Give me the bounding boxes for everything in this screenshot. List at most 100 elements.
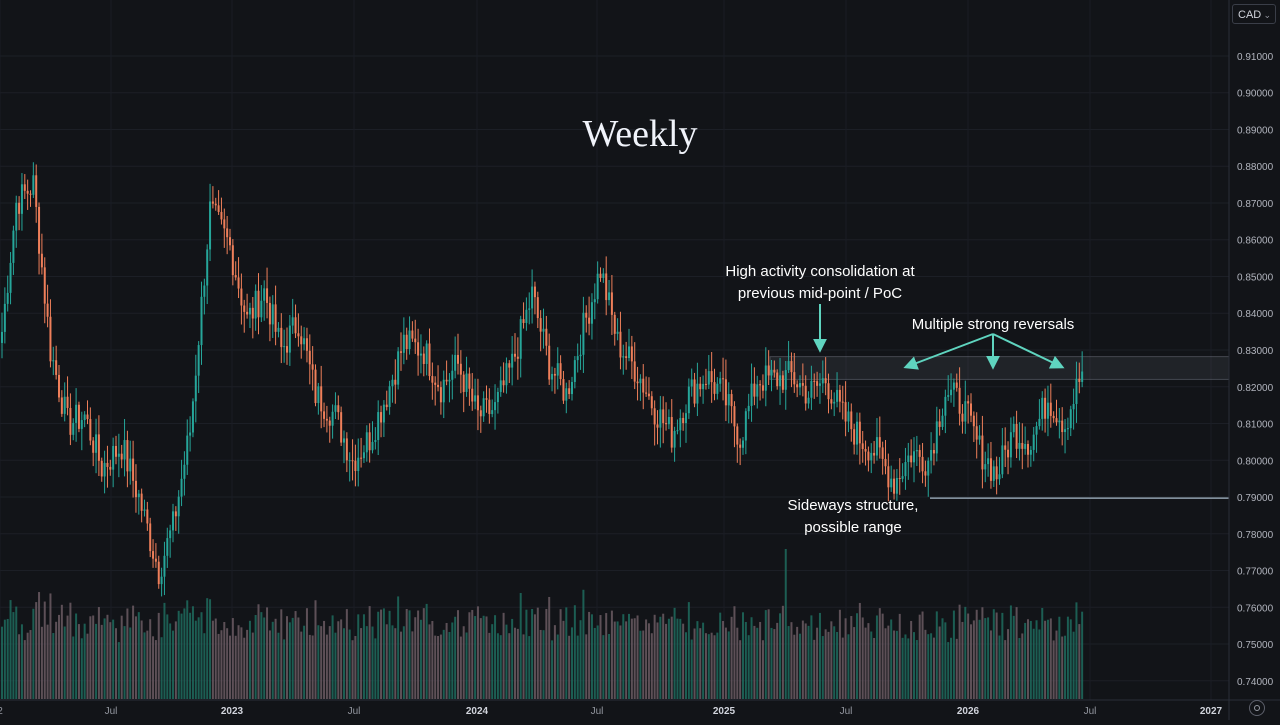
- volume-bar: [146, 630, 149, 699]
- volume-bar: [123, 626, 126, 699]
- volume-bar: [559, 609, 562, 699]
- candle: [291, 298, 294, 334]
- volume-bar: [314, 600, 317, 699]
- candle: [46, 284, 49, 328]
- candle: [790, 352, 793, 388]
- candle: [152, 539, 155, 568]
- candle: [191, 398, 194, 438]
- volume-bar: [231, 618, 234, 699]
- volume-bar: [676, 618, 679, 699]
- volume-bar: [833, 626, 836, 699]
- candle: [143, 499, 146, 517]
- candle: [867, 446, 870, 472]
- volume-bar: [972, 620, 975, 699]
- price-tick-label: 0.90000: [1237, 89, 1274, 100]
- candle: [799, 375, 801, 396]
- volume-bar: [100, 624, 103, 699]
- volume-bar: [531, 608, 534, 699]
- volume-bar: [861, 617, 864, 699]
- candle: [303, 327, 306, 351]
- volume-bar: [881, 613, 884, 699]
- candle: [781, 370, 784, 394]
- candle: [69, 393, 72, 446]
- volume-bar: [26, 632, 29, 699]
- volume-bar: [166, 614, 169, 699]
- volume-bar: [1041, 607, 1044, 699]
- candle: [149, 517, 152, 558]
- candle: [6, 275, 9, 312]
- volume-bar: [981, 607, 984, 699]
- volume-bar: [984, 618, 987, 699]
- volume-bar: [266, 607, 269, 699]
- candle: [92, 437, 95, 467]
- candle: [55, 345, 58, 380]
- volume-bar: [325, 634, 328, 699]
- candle: [1069, 405, 1072, 437]
- volume-bar: [280, 609, 283, 699]
- candle: [519, 315, 522, 378]
- candle: [445, 360, 448, 386]
- volume-bar: [750, 617, 753, 699]
- candle: [941, 408, 944, 431]
- volume-bar: [206, 598, 209, 699]
- candle: [280, 313, 283, 364]
- candle: [533, 281, 536, 315]
- volume-bar: [459, 636, 462, 699]
- volume-bar: [23, 640, 26, 699]
- currency-dropdown[interactable]: CAD ⌄: [1232, 4, 1276, 24]
- volume-bar: [910, 620, 913, 699]
- volume-bar: [727, 631, 730, 699]
- candle: [29, 190, 32, 207]
- volume-bar: [565, 607, 568, 699]
- price-tick-label: 0.91000: [1237, 52, 1274, 63]
- candle: [747, 393, 750, 420]
- volume-bar: [43, 601, 46, 699]
- volume-bar: [978, 619, 981, 699]
- candle: [100, 457, 103, 482]
- volume-bar: [49, 593, 52, 699]
- candle: [86, 400, 89, 425]
- volume-bar: [243, 637, 246, 699]
- volume-bar: [670, 616, 673, 699]
- volume-bar: [286, 616, 288, 699]
- candle: [989, 441, 992, 489]
- candle: [952, 378, 955, 407]
- candle: [206, 244, 209, 304]
- price-tick-label: 0.88000: [1237, 162, 1274, 173]
- volume-bar: [562, 620, 565, 699]
- candle: [571, 376, 573, 401]
- volume-bar: [630, 618, 633, 699]
- price-tick-label: 0.76000: [1237, 603, 1274, 614]
- candle: [234, 261, 237, 281]
- volume-bar: [308, 634, 311, 699]
- candle: [294, 304, 297, 339]
- volume-bar: [46, 624, 49, 699]
- candle: [186, 419, 189, 475]
- candle: [146, 501, 149, 531]
- candle: [397, 347, 400, 390]
- candle: [605, 256, 608, 316]
- volume-bar: [713, 635, 716, 699]
- settings-icon[interactable]: [1249, 700, 1265, 716]
- volume-bar: [821, 636, 824, 699]
- candle: [525, 297, 528, 331]
- volume-bar: [853, 627, 856, 699]
- candle: [562, 370, 565, 404]
- volume-bar: [679, 618, 682, 699]
- candle: [895, 469, 898, 501]
- candle: [776, 369, 779, 390]
- candle: [1072, 388, 1075, 430]
- volume-bar: [58, 614, 60, 699]
- candle: [211, 186, 214, 209]
- candle: [496, 387, 499, 414]
- candle: [300, 325, 303, 359]
- volume-bar: [248, 620, 251, 699]
- candle: [474, 378, 477, 410]
- candle: [932, 443, 935, 466]
- volume-bar: [893, 630, 896, 699]
- volume-bar: [895, 630, 898, 699]
- candle: [123, 419, 126, 477]
- volume-bar: [890, 619, 893, 699]
- volume-bar: [32, 608, 35, 699]
- candle: [881, 441, 884, 475]
